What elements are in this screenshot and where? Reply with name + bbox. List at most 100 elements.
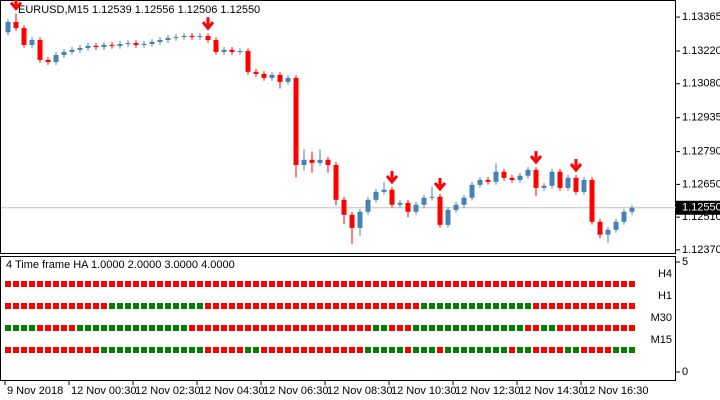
x-tick-label: 12 Nov 16:30 xyxy=(583,385,648,397)
ha-square xyxy=(341,347,347,353)
ha-square xyxy=(157,347,163,353)
x-tick-label: 12 Nov 08:30 xyxy=(327,385,392,397)
sell-arrow xyxy=(201,17,215,31)
ha-square xyxy=(597,325,603,331)
ha-square xyxy=(13,303,19,309)
candle-body xyxy=(245,51,251,72)
ha-square xyxy=(21,325,27,331)
ha-square xyxy=(205,303,211,309)
ha-square xyxy=(541,325,547,331)
ha-square xyxy=(21,281,27,287)
ha-square xyxy=(117,325,123,331)
ha-square xyxy=(477,325,483,331)
ha-square xyxy=(437,347,443,353)
ha-square xyxy=(373,347,379,353)
ha-square xyxy=(525,325,531,331)
ha-square xyxy=(301,347,307,353)
ha-square xyxy=(69,303,75,309)
candle-body xyxy=(197,36,203,38)
ha-square xyxy=(173,325,179,331)
candle-body xyxy=(389,189,395,205)
candle-body xyxy=(605,229,611,235)
ha-square xyxy=(29,325,35,331)
ha-square xyxy=(621,281,627,287)
candle-body xyxy=(157,40,163,42)
ha-square xyxy=(525,347,531,353)
chart-title: EURUSD,M15 1.12539 1.12556 1.12506 1.125… xyxy=(18,4,260,16)
ha-square xyxy=(381,281,387,287)
x-tick-label: 12 Nov 00:30 xyxy=(71,385,136,397)
ha-square xyxy=(397,303,403,309)
ha-square xyxy=(325,325,331,331)
ha-square xyxy=(389,347,395,353)
ha-square xyxy=(605,347,611,353)
ha-square xyxy=(437,281,443,287)
y-tick-label: 1.12935 xyxy=(682,112,720,124)
candle-body xyxy=(381,189,387,192)
ha-square xyxy=(285,281,291,287)
ha-square xyxy=(405,281,411,287)
ha-square xyxy=(317,303,323,309)
candle-body xyxy=(173,36,179,38)
row-label: M30 xyxy=(651,312,672,324)
candle-body xyxy=(621,211,627,222)
ha-square xyxy=(189,325,195,331)
ha-square xyxy=(501,347,507,353)
ha-square xyxy=(469,303,475,309)
ha-square xyxy=(221,281,227,287)
ha-square xyxy=(173,281,179,287)
ha-square xyxy=(477,303,483,309)
ha-square xyxy=(469,281,475,287)
ha-square xyxy=(429,347,435,353)
ha-square xyxy=(165,303,171,309)
ha-square xyxy=(229,347,235,353)
ha-square xyxy=(605,303,611,309)
ha-square xyxy=(525,281,531,287)
ha-square xyxy=(141,325,147,331)
ha-square xyxy=(101,347,107,353)
ha-square xyxy=(117,303,123,309)
candle-body xyxy=(285,77,291,82)
sell-arrow xyxy=(433,177,447,192)
ha-square xyxy=(125,347,131,353)
ha-square xyxy=(445,303,451,309)
ha-square xyxy=(581,281,587,287)
ha-square xyxy=(277,347,283,353)
ha-square xyxy=(589,281,595,287)
ha-square xyxy=(117,347,123,353)
ha-square xyxy=(197,281,203,287)
ha-square xyxy=(517,325,523,331)
ha-square xyxy=(125,303,131,309)
ha-square xyxy=(445,347,451,353)
ha-square xyxy=(437,325,443,331)
ha-square xyxy=(533,303,539,309)
ha-square xyxy=(205,281,211,287)
ha-square xyxy=(181,347,187,353)
ha-square xyxy=(69,347,75,353)
candle-body xyxy=(205,36,211,41)
current-price-box xyxy=(676,200,720,215)
y-tick-label: 1.13220 xyxy=(682,45,720,57)
ha-square xyxy=(165,281,171,287)
ha-square xyxy=(349,347,355,353)
ha-square xyxy=(77,347,83,353)
ha-square xyxy=(53,281,59,287)
ha-square xyxy=(421,281,427,287)
ha-square xyxy=(189,303,195,309)
ha-square xyxy=(133,325,139,331)
ha-square xyxy=(309,347,315,353)
candle-body xyxy=(357,211,363,228)
ha-square xyxy=(549,325,555,331)
ha-square xyxy=(269,325,275,331)
ha-square xyxy=(317,347,323,353)
ha-square xyxy=(197,347,203,353)
ha-square xyxy=(45,347,51,353)
candle-body xyxy=(309,159,315,163)
candle-body xyxy=(45,59,51,63)
ha-square xyxy=(597,303,603,309)
candle-body xyxy=(141,43,147,45)
ha-square xyxy=(589,303,595,309)
ha-square xyxy=(197,325,203,331)
ha-square xyxy=(453,347,459,353)
